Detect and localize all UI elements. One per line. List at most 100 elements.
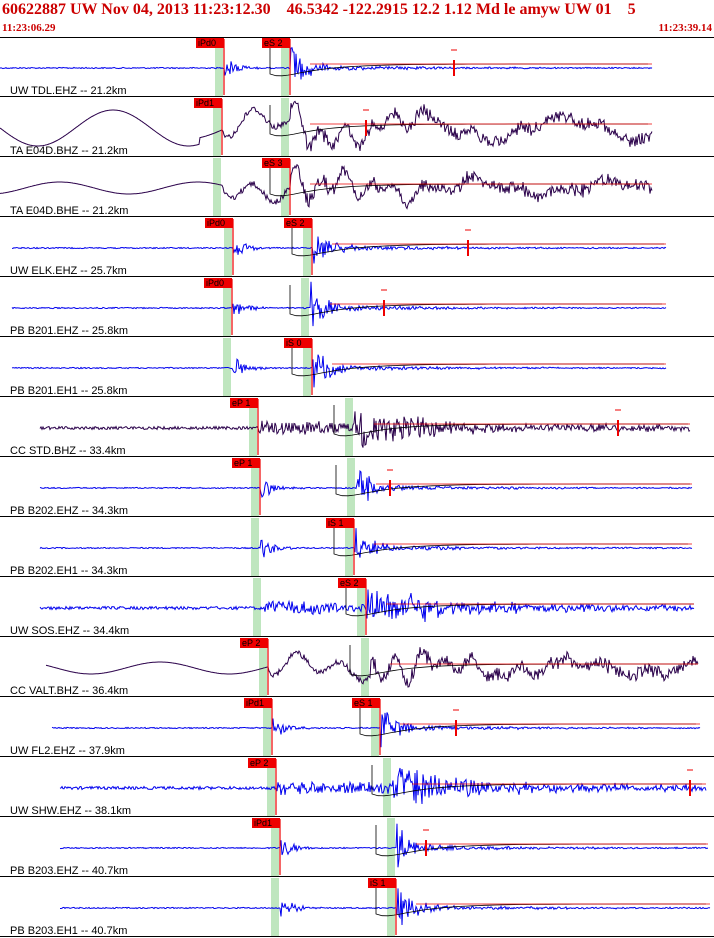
coda-curve — [291, 345, 664, 377]
channel-panel: eS 3 TA E04D.BHE -- 21.2km — [0, 158, 714, 217]
s-pick-label: eS 2 — [286, 218, 305, 228]
channel-label: PB B201.EH1 -- 25.8km — [10, 385, 127, 397]
p-pick-flag — [248, 758, 276, 768]
channel-label: UW SHW.EHZ -- 38.1km — [10, 805, 131, 817]
coda-curve — [333, 525, 688, 557]
s-pick-flag — [352, 698, 380, 708]
event-title: 60622887 UW Nov 04, 2013 11:23:12.30 46.… — [2, 1, 636, 18]
p-pick-flag — [232, 458, 260, 468]
coda-curve — [375, 885, 706, 917]
channel-panel: iS 1 PB B202.EH1 -- 34.3km — [0, 518, 714, 577]
p-window — [271, 878, 279, 937]
channel-label: UW TDL.EHZ -- 21.2km — [10, 85, 127, 97]
s-pick-label: eS 2 — [340, 578, 359, 588]
waveform-trace — [0, 163, 653, 210]
p-pick-flag — [244, 698, 272, 708]
p-pick-flag — [240, 638, 268, 648]
p-pick-label: iPd1 — [196, 98, 214, 108]
s-window — [345, 518, 353, 577]
s-pick-flag — [338, 578, 366, 588]
channel-panel: iPd1 PB B203.EHZ -- 40.7km — [0, 818, 714, 877]
p-window — [224, 218, 232, 277]
s-pick-flag — [262, 38, 290, 48]
waveform-trace — [39, 589, 695, 623]
s-pick-flag — [262, 158, 290, 168]
coda-curve — [269, 105, 648, 137]
waveform-trace — [0, 100, 653, 152]
coda-curve — [291, 225, 664, 257]
channel-panel: eS 2 UW SOS.EHZ -- 34.4km — [0, 578, 714, 637]
p-pick-label: eP 1 — [234, 458, 252, 468]
s-window — [303, 338, 311, 397]
end-time: 11:23:39.14 — [658, 22, 712, 34]
channel-panel: eP 2 UW SHW.EHZ -- 38.1km — [0, 758, 714, 817]
channel-label: UW SOS.EHZ -- 34.4km — [10, 625, 129, 637]
coda-curve — [333, 405, 688, 437]
s-pick-label: eS 2 — [264, 38, 283, 48]
p-pick-label: eP 1 — [232, 398, 250, 408]
p-window — [259, 638, 267, 697]
channel-label: PB B202.EHZ -- 34.3km — [10, 505, 128, 517]
s-pick-label: iS 1 — [370, 878, 386, 888]
coda-curve — [289, 285, 662, 317]
s-pick-flag — [368, 878, 396, 888]
s-window — [357, 578, 365, 637]
s-window — [303, 218, 311, 277]
header-bar: 60622887 UW Nov 04, 2013 11:23:12.30 46.… — [0, 0, 714, 37]
p-window — [213, 158, 221, 217]
channel-label: UW FL2.EHZ -- 37.9km — [10, 745, 125, 757]
waveform-trace — [11, 354, 667, 388]
p-window — [251, 518, 259, 577]
channel-panel: iS 1 PB B203.EH1 -- 40.7km — [0, 878, 714, 937]
s-pick-flag — [284, 218, 312, 228]
coda-curve — [359, 705, 696, 737]
waveform-trace — [39, 411, 691, 448]
waveform-trace — [51, 712, 701, 748]
channel-label: CC STD.BHZ -- 33.4km — [10, 445, 126, 457]
s-window — [281, 38, 289, 97]
channel-label: PB B203.EH1 -- 40.7km — [10, 925, 127, 937]
s-window — [361, 638, 369, 697]
start-time: 11:23:06.29 — [2, 22, 56, 34]
waveform-trace — [0, 47, 653, 80]
channel-panel: eP 1 CC STD.BHZ -- 33.4km — [0, 398, 714, 457]
channel-panel: iPd0 PB B201.EHZ -- 25.8km — [0, 278, 714, 337]
s-pick-label: eS 3 — [264, 158, 283, 168]
channel-label: PB B203.EHZ -- 40.7km — [10, 865, 128, 877]
s-pick-label: eS 1 — [354, 698, 373, 708]
channel-label: UW ELK.EHZ -- 25.7km — [10, 265, 127, 277]
p-window — [213, 98, 221, 157]
waveform-trace — [60, 888, 711, 926]
channel-panel: iPd0 eS 2 UW TDL.EHZ -- 21.2km — [0, 38, 714, 97]
channel-label: PB B202.EH1 -- 34.3km — [10, 565, 127, 577]
p-pick-flag — [252, 818, 280, 828]
s-window — [387, 818, 395, 877]
s-window — [281, 158, 289, 217]
p-window — [267, 758, 275, 817]
s-window — [281, 98, 289, 157]
p-pick-label: iPd0 — [198, 38, 216, 48]
p-window — [263, 698, 271, 757]
p-pick-label: eP 2 — [242, 638, 260, 648]
p-pick-flag — [230, 398, 258, 408]
waveform-trace — [59, 767, 707, 805]
p-pick-label: iPd1 — [254, 818, 272, 828]
channel-label: CC VALT.BHZ -- 36.4km — [10, 685, 128, 697]
channel-panel: eP 1 PB B202.EHZ -- 34.3km — [0, 458, 714, 517]
channel-label: TA E04D.BHE -- 21.2km — [10, 205, 128, 217]
p-pick-flag — [196, 38, 224, 48]
p-pick-label: eP 2 — [250, 758, 268, 768]
channel-panel: iS 0 PB B201.EH1 -- 25.8km — [0, 338, 714, 397]
p-pick-label: iPd1 — [246, 698, 264, 708]
p-window — [253, 578, 261, 637]
channel-label: TA E04D.BHZ -- 21.2km — [10, 145, 128, 157]
p-pick-flag — [204, 278, 232, 288]
s-pick-flag — [326, 518, 354, 528]
waveform-trace — [45, 647, 699, 688]
waveform-trace — [12, 236, 667, 264]
p-pick-flag — [205, 218, 233, 228]
s-pick-label: iS 1 — [328, 518, 344, 528]
waveform-trace — [59, 823, 709, 868]
s-pick-label: iS 0 — [286, 338, 302, 348]
channel-panel: eP 2 CC VALT.BHZ -- 36.4km — [0, 638, 714, 697]
